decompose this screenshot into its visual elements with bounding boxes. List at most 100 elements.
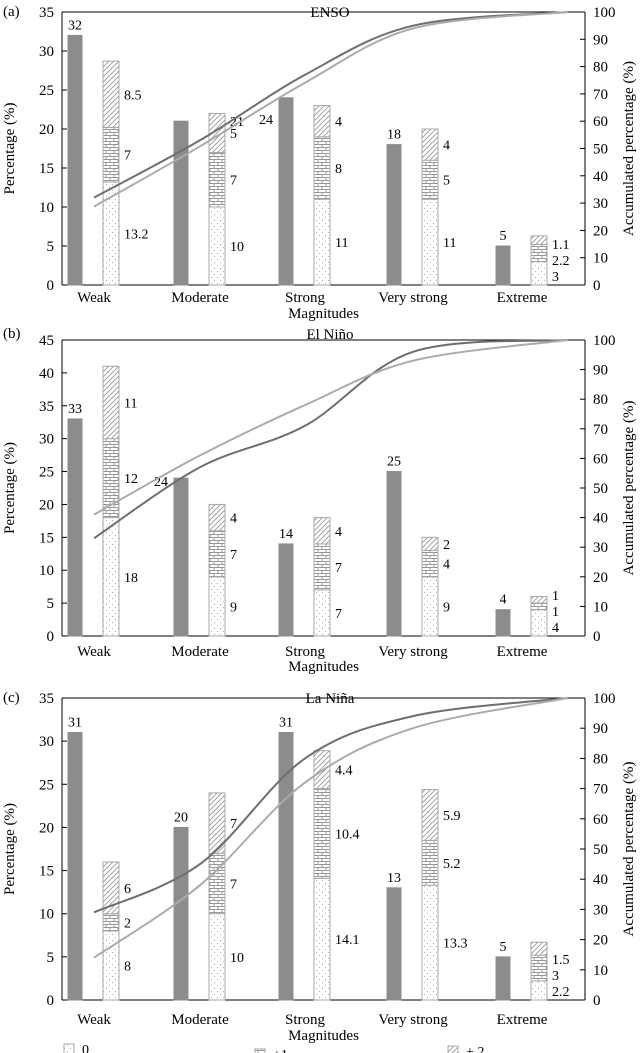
bar-segment-plus2 (208, 503, 226, 532)
legend: 0 +1 + 2 (63, 1043, 484, 1053)
y-right-tick-label: 40 (593, 872, 608, 888)
bar-without-volcanoes (278, 732, 294, 1001)
y-axis-label: Percentage (%) (2, 803, 18, 895)
data-label-plus1: 2.2 (552, 254, 570, 269)
bar-segment-plus2 (530, 596, 548, 604)
data-label-without-volcanoes: 14 (279, 527, 293, 542)
bar-segment-plus2 (530, 235, 548, 245)
y-right-tick-label: 30 (593, 902, 608, 918)
bar-segment-plus2 (421, 788, 439, 841)
data-label-zero: 9 (230, 600, 237, 615)
y-right-axis-label: Accumulated percentage (%) (621, 61, 637, 236)
y-tick-label: 10 (39, 200, 54, 216)
bar-segment-plus1 (102, 913, 120, 932)
bar-without-volcanoes (173, 120, 189, 286)
y-tick-label: 45 (39, 333, 54, 349)
y-tick-label: 0 (47, 278, 55, 294)
y-right-tick-label: 10 (593, 963, 608, 979)
data-label-plus1: 4 (443, 558, 450, 573)
bar-without-volcanoes (67, 732, 83, 1001)
bar-segment-plus2 (208, 792, 226, 854)
bar-segment-plus1 (313, 136, 331, 200)
bar-segment-plus2 (313, 517, 331, 545)
x-tick-label: Weak (77, 1012, 111, 1028)
bar-segment-zero (102, 930, 120, 1001)
data-label-plus1: 5.2 (443, 857, 461, 872)
bar-without-volcanoes (67, 34, 83, 286)
x-tick-label: Moderate (171, 644, 229, 660)
y-right-tick-label: 10 (593, 599, 608, 615)
bar-segment-plus1 (421, 839, 439, 886)
data-label-zero: 7 (335, 607, 342, 622)
bar-segment-plus2 (102, 60, 120, 128)
y-right-tick-label: 60 (593, 114, 608, 130)
chart-title: El Niño (306, 327, 353, 343)
y-right-tick-label: 40 (593, 169, 608, 185)
data-label-zero: 14.1 (335, 933, 360, 948)
bar-without-volcanoes (495, 245, 511, 286)
chart-panel-3: 051015202530350102030405060708090100Perc… (2, 690, 637, 1044)
y-tick-label: 30 (39, 734, 54, 750)
y-right-tick-label: 70 (593, 87, 608, 103)
cumulative-line-without-volcanoes (93, 339, 569, 540)
y-tick-label: 5 (47, 596, 55, 612)
bar-segment-zero (208, 576, 226, 637)
legend-label-plus2: + 2 (466, 1045, 484, 1053)
data-label-zero: 10 (230, 240, 244, 255)
legend-swatch-zero (63, 1043, 75, 1053)
x-tick-label: Very strong (378, 1012, 448, 1028)
data-label-plus2: 11 (124, 396, 137, 411)
x-tick-label: Very strong (378, 644, 448, 660)
y-right-tick-label: 90 (593, 363, 608, 379)
data-label-plus1: 1 (552, 605, 559, 620)
data-label-without-volcanoes: 18 (387, 128, 401, 143)
bar-without-volcanoes (495, 956, 511, 1001)
y-tick-label: 40 (39, 366, 54, 382)
bar-segment-plus1 (208, 151, 226, 208)
data-label-zero: 18 (124, 571, 138, 586)
data-label-plus2: 5 (230, 127, 237, 142)
data-label-without-volcanoes: 33 (68, 402, 82, 417)
x-tick-label: Strong (285, 1012, 326, 1028)
y-right-tick-label: 0 (593, 993, 601, 1009)
data-label-plus2: 6 (124, 882, 131, 897)
y-right-tick-label: 30 (593, 540, 608, 556)
x-tick-label: Weak (77, 644, 111, 660)
x-tick-label: Very strong (378, 290, 448, 306)
y-right-tick-label: 50 (593, 142, 608, 158)
x-tick-label: Strong (285, 290, 326, 306)
data-label-plus1: 7 (124, 149, 131, 164)
data-label-plus2: 4 (230, 512, 237, 527)
cumulative-line-without-volcanoes (93, 697, 569, 914)
data-label-plus1: 3 (552, 969, 559, 984)
y-right-tick-label: 90 (593, 32, 608, 48)
bar-segment-plus2 (102, 365, 120, 440)
bar-segment-zero (421, 576, 439, 637)
bar-without-volcanoes (386, 144, 402, 286)
bar-segment-plus2 (313, 105, 331, 138)
bar-segment-plus2 (530, 941, 548, 956)
y-right-tick-label: 90 (593, 721, 608, 737)
bar-segment-plus1 (313, 788, 331, 879)
bar-segment-plus2 (421, 536, 439, 551)
y-right-tick-label: 0 (593, 629, 601, 645)
data-label-plus1: 8 (335, 162, 342, 177)
data-label-plus2: 1.1 (552, 238, 570, 253)
data-label-without-volcanoes: 25 (387, 455, 401, 470)
y-tick-label: 35 (39, 5, 54, 21)
y-right-axis-label: Accumulated percentage (%) (621, 401, 637, 576)
chart-panel-2: 0 5 10 15 20 25 30 35 40 45 0 10 20 30 40 50 60 70 80 90 100… (2, 326, 637, 675)
bar-segment-zero (530, 980, 548, 1001)
bar-segment-zero (530, 261, 548, 286)
y-tick-label: 20 (39, 122, 54, 138)
panel-label: (c) (3, 690, 20, 706)
bar-segment-plus1 (421, 159, 439, 200)
bar-segment-zero (530, 609, 548, 637)
data-label-plus1: 7 (335, 561, 342, 576)
data-label-without-volcanoes: 4 (500, 593, 507, 608)
chart-title: La Niña (306, 691, 355, 707)
bar-segment-plus1 (530, 954, 548, 982)
y-right-tick-label: 60 (593, 451, 608, 467)
bar-segment-zero (102, 517, 120, 637)
data-label-plus2: 1.5 (552, 953, 570, 968)
